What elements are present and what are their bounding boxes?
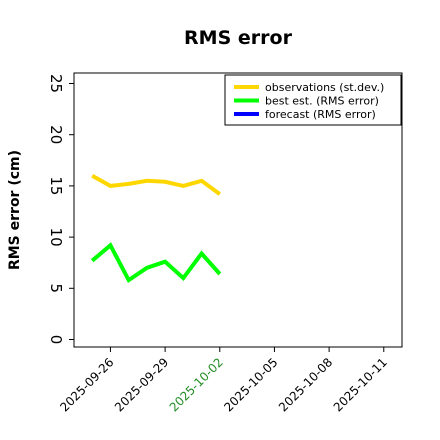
- x-tick-label: 2025-10-05: [221, 355, 280, 414]
- y-tick-label: 10: [47, 228, 65, 247]
- y-tick-label: 15: [47, 176, 65, 195]
- x-tick-label: 2025-10-02: [167, 355, 226, 414]
- x-tick-label: 2025-09-29: [112, 355, 171, 414]
- y-axis: 0 5 10 15 20 25: [47, 74, 74, 344]
- series-line: [91, 173, 221, 196]
- chart-title: RMS error: [184, 27, 293, 49]
- legend-label: forecast (RMS error): [265, 108, 376, 121]
- legend-label: best est. (RMS error): [265, 95, 379, 108]
- series-line: [90, 242, 222, 284]
- x-axis: 2025-09-262025-09-292025-10-022025-10-05…: [57, 347, 390, 414]
- x-tick-label: 2025-10-11: [331, 355, 390, 414]
- x-tick-label: 2025-09-26: [57, 355, 116, 414]
- plot-area-frame: [73, 72, 403, 348]
- series-lines: [90, 173, 222, 284]
- y-tick-label: 20: [47, 125, 65, 144]
- legend: observations (st.dev.)best est. (RMS err…: [224, 74, 402, 126]
- legend-label: observations (st.dev.): [265, 81, 384, 94]
- y-tick-label: 25: [47, 74, 65, 93]
- y-tick-label: 5: [47, 284, 65, 294]
- y-axis-label: RMS error (cm): [7, 150, 23, 270]
- x-tick-label: 2025-10-08: [276, 355, 335, 414]
- y-tick-label: 0: [47, 335, 65, 345]
